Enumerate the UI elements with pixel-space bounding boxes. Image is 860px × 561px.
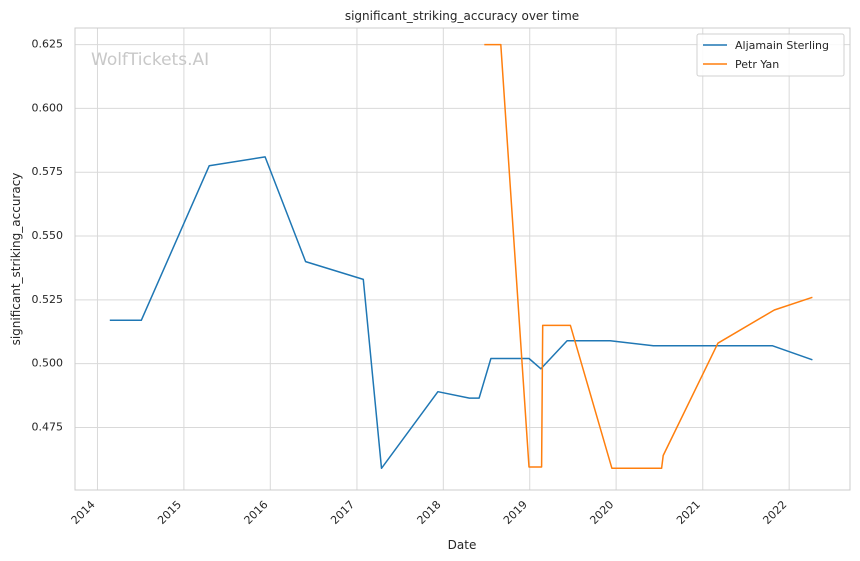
y-tick-label: 0.475 (32, 420, 64, 433)
legend-box (696, 33, 845, 77)
y-tick-label: 0.525 (32, 293, 64, 306)
series-lines (109, 43, 813, 470)
watermark-text: WolfTickets.AI (91, 50, 209, 70)
x-gridlines (96, 28, 790, 490)
x-axis-label: Date (448, 538, 477, 552)
y-tick-label: 0.600 (32, 101, 64, 114)
series-line-aljamain-sterling (109, 156, 813, 470)
legend-label-aljamain-sterling: Aljamain Sterling (735, 39, 829, 52)
y-tick-label: 0.550 (32, 229, 64, 242)
legend: Aljamain Sterling Petr Yan (696, 33, 845, 77)
plot-area-frame (74, 27, 851, 491)
y-axis-label: significant_striking_accuracy (9, 173, 23, 346)
y-tick-label: 0.625 (32, 38, 64, 51)
y-tick-labels: 0.475 0.500 0.525 0.550 0.575 0.600 0.625 (32, 38, 64, 434)
legend-label-petr-yan: Petr Yan (735, 58, 779, 71)
y-tick-label: 0.500 (32, 357, 64, 370)
y-gridlines (75, 44, 850, 428)
y-tick-label: 0.575 (32, 165, 64, 178)
chart-title: significant_striking_accuracy over time (345, 9, 579, 23)
series-line-petr-yan (484, 43, 813, 470)
